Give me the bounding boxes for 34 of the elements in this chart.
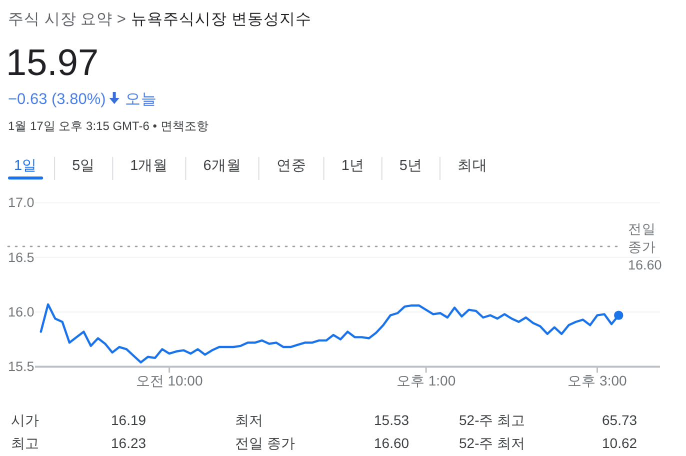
- text: 65.73: [602, 412, 638, 428]
- text: 15.97: [6, 42, 99, 83]
- text: 6개월: [203, 158, 242, 174]
- x-tick-label: 오후 1:00: [396, 372, 456, 389]
- text: 최저: [235, 412, 263, 428]
- text: 16.23: [111, 435, 146, 451]
- x-tick-label: 오전 10:00: [136, 372, 203, 389]
- text: 10.62: [602, 435, 638, 451]
- y-tick-label: 16.0: [8, 304, 34, 320]
- text: 시가: [11, 412, 39, 428]
- text: −0.63 (3.80%): [8, 91, 106, 108]
- text: 1일: [14, 158, 38, 174]
- x-tick-label: 오후 3:00: [568, 372, 628, 389]
- y-tick-label: 15.5: [8, 359, 34, 374]
- text: 16.19: [111, 412, 146, 428]
- text: 연중: [276, 158, 306, 174]
- text: 최대: [457, 158, 488, 174]
- text: 15.53: [374, 412, 410, 428]
- text: 1년: [341, 158, 364, 174]
- text: 16.60: [374, 435, 410, 451]
- text: 전일 종가: [235, 435, 295, 451]
- text: 5년: [399, 158, 422, 174]
- text: 1월 17일 오후 3:15 GMT-6 • 면책조항: [8, 119, 208, 133]
- chart-title: 뉴욕주식시장 변동성지수: [130, 11, 312, 28]
- text: 오늘: [124, 91, 157, 108]
- text: 5일: [72, 158, 96, 174]
- y-tick-label: 17.0: [8, 195, 34, 210]
- text: 1개월: [130, 158, 168, 174]
- text: 52-주 최고: [459, 412, 526, 428]
- y-tick-label: 16.5: [8, 250, 34, 265]
- text: 52-주 최저: [459, 435, 526, 451]
- ref-line-label: 전일 종가 16.60: [628, 220, 662, 272]
- text: 주식 시장 요약 >: [8, 11, 126, 28]
- text: 최고: [11, 435, 39, 451]
